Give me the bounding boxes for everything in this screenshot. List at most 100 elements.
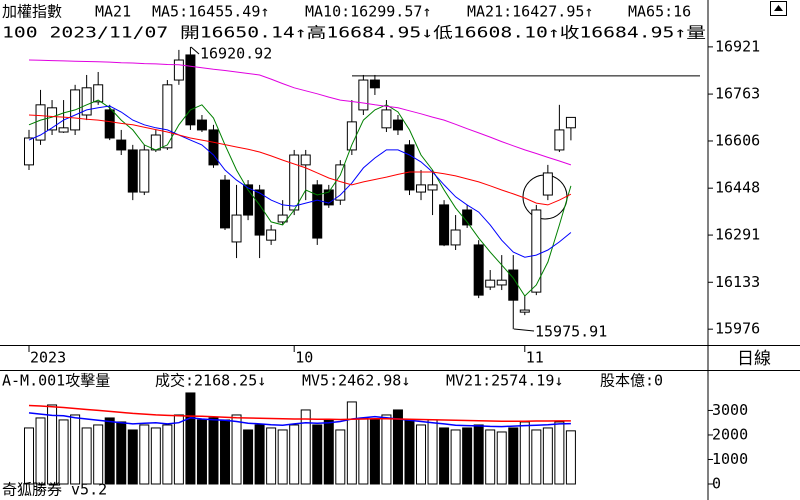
volume-bar <box>508 427 519 485</box>
volume-bar <box>162 424 173 485</box>
mv-line <box>28 404 571 422</box>
candle-body <box>104 109 115 139</box>
ma-line <box>28 114 572 206</box>
y-tick-label: 16291 <box>715 226 760 244</box>
legend-entry: MA65:16 <box>628 3 691 21</box>
candle-body <box>565 116 576 129</box>
candle-body <box>93 84 104 103</box>
chart-subtitle: MA21 <box>95 3 131 21</box>
x-tick-label: 2023 <box>30 349 66 367</box>
annotation-leader <box>190 46 200 55</box>
candle-body <box>47 107 58 131</box>
candle-body <box>116 139 127 151</box>
candle-body <box>485 279 496 288</box>
volume-bar <box>116 421 127 485</box>
candle-body <box>243 184 254 216</box>
volume-bar <box>346 401 357 485</box>
legend-entry: MV21:2574.19↓ <box>446 372 563 390</box>
volume-bar <box>519 421 530 485</box>
info-line: 100 2023/11/07 開16650.14↑高16684.95↓低1660… <box>2 24 706 42</box>
volume-bar <box>127 429 138 485</box>
y-tick-label: 16606 <box>715 131 760 149</box>
volume-bar <box>542 427 553 485</box>
volume-bar <box>220 419 231 485</box>
volume-bar <box>24 427 34 485</box>
legend-entry: MA10:16299.57↑ <box>305 3 431 21</box>
volume-bar <box>358 417 369 485</box>
candle-body <box>231 214 242 243</box>
candle-body <box>300 154 311 166</box>
volume-bar <box>93 424 104 485</box>
y-tick-label: 1000 <box>712 450 748 468</box>
mv-line <box>28 412 571 428</box>
candle-body <box>24 137 34 166</box>
volume-bar <box>47 404 58 485</box>
candle-body <box>554 129 565 151</box>
annotation: 16920.92 <box>200 45 272 63</box>
period-label[interactable]: 日線 <box>737 349 771 369</box>
candle-body <box>531 209 542 293</box>
legend-entry: MA5:16455.49↑ <box>152 3 269 21</box>
volume-bar <box>450 429 461 485</box>
volume-bar <box>185 392 196 485</box>
volume-bar <box>416 424 427 485</box>
candle-body <box>450 229 461 246</box>
ma-line <box>28 105 572 258</box>
footer: 奇狐勝券 v5.2 <box>2 481 107 499</box>
volume-bar <box>335 429 346 485</box>
candle-body <box>254 189 265 236</box>
volume-legend: 成交:2168.25↓ <box>155 372 266 390</box>
window-buttons[interactable] <box>770 1 787 16</box>
candle-body <box>150 134 161 151</box>
volume-legend: 股本億:0 <box>600 372 663 390</box>
candle-body <box>266 229 277 241</box>
x-tick-label: 10 <box>295 349 313 367</box>
volume-bar <box>554 421 565 485</box>
volume-title: A-M.001攻擊量 <box>2 372 110 390</box>
y-tick-label: 16763 <box>715 85 760 103</box>
ma-line <box>28 99 572 297</box>
y-tick-label: 16133 <box>715 273 760 291</box>
volume-bar <box>266 427 277 485</box>
candle-body <box>127 149 138 193</box>
volume-bar <box>404 419 415 485</box>
candle-body <box>381 109 392 129</box>
volume-bar <box>289 424 300 485</box>
candle-body <box>542 172 553 196</box>
candle-body <box>427 184 438 191</box>
volume-bar <box>473 424 484 485</box>
candle-body <box>196 119 207 131</box>
candle-body <box>416 184 427 193</box>
volume-bar <box>323 419 334 485</box>
volume-bar <box>243 429 254 485</box>
volume-bar <box>254 424 265 485</box>
candle-body <box>519 309 530 313</box>
volume-bar <box>104 417 115 485</box>
candle-body <box>358 79 369 111</box>
candle-body <box>173 59 184 81</box>
volume-bar <box>427 419 438 485</box>
candle-body <box>139 149 150 193</box>
candle-body <box>496 279 507 286</box>
y-tick-label: 0 <box>712 474 721 492</box>
volume-bar <box>565 430 576 485</box>
legend-entry: MV5:2462.98↓ <box>302 372 410 390</box>
candle-body <box>473 244 484 296</box>
volume-bar <box>312 424 323 485</box>
volume-bar <box>462 427 473 485</box>
candle-body <box>369 79 380 89</box>
y-tick-label: 16448 <box>715 179 760 197</box>
volume-bar <box>81 427 92 485</box>
volume-bar <box>531 429 542 485</box>
volume-bar <box>392 409 403 485</box>
x-tick-label: 11 <box>526 349 544 367</box>
volume-bar <box>369 419 380 485</box>
chart-title: 加權指數 <box>2 3 62 21</box>
candle-body <box>220 179 231 229</box>
volume-bar <box>196 419 207 485</box>
volume-bar <box>208 417 219 485</box>
volume-bar <box>439 427 450 485</box>
volume-bar <box>300 409 311 485</box>
candle-body <box>58 127 69 133</box>
